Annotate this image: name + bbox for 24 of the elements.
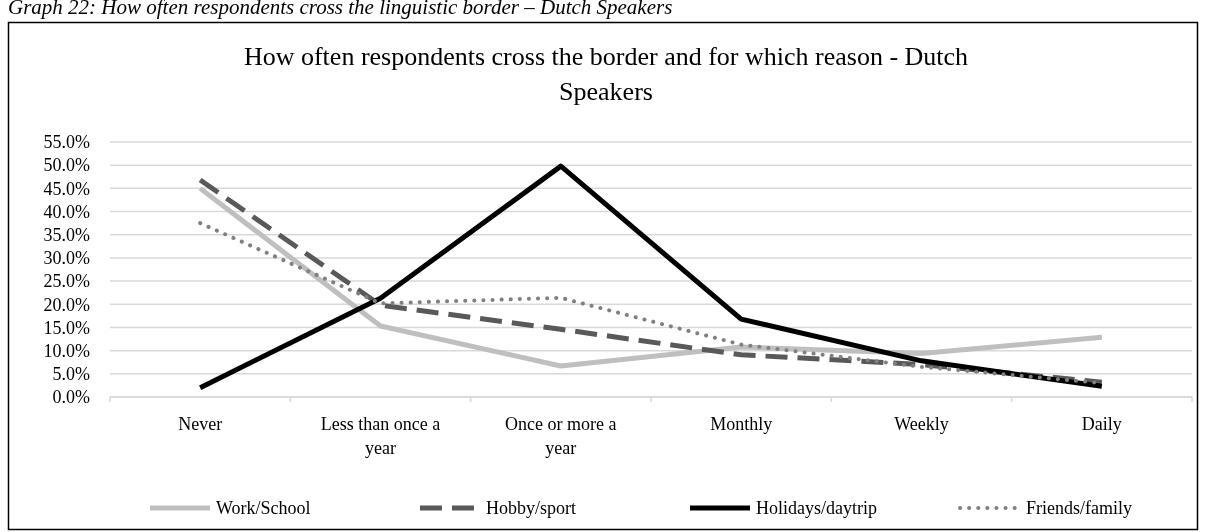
legend-label: Hobby/sport: [486, 498, 576, 519]
x-tick-label: Weekly: [894, 414, 949, 434]
y-tick-label: 20.0%: [43, 294, 90, 315]
y-tick-label: 5.0%: [52, 364, 90, 385]
y-tick-label: 45.0%: [43, 178, 90, 199]
y-tick-label: 35.0%: [43, 225, 90, 246]
y-tick-label: 25.0%: [43, 271, 90, 292]
x-tick-label: Monthly: [710, 414, 773, 434]
caption: Graph 22: How often respondents cross the linguistic border – Dutch Speakers: [8, 0, 673, 19]
y-tick-label: 40.0%: [43, 201, 90, 222]
y-tick-label: 15.0%: [43, 317, 90, 338]
x-tick-label: Daily: [1081, 414, 1122, 434]
x-tick-label: Once or more a year: [505, 414, 617, 458]
y-tick-label: 10.0%: [43, 340, 90, 361]
y-tick-label: 55.0%: [43, 132, 90, 153]
y-tick-label: 0.0%: [52, 387, 90, 408]
x-tick-label: Less than once a year: [320, 414, 441, 458]
y-tick-label: 50.0%: [43, 155, 90, 176]
x-tick-label: Never: [178, 414, 223, 434]
y-tick-label: 30.0%: [43, 248, 90, 269]
legend-label: Holidays/daytrip: [756, 498, 877, 519]
chart-title: How often respondents cross the border and for which reason - Dutch Speakers: [243, 42, 969, 106]
legend-label: Work/School: [216, 498, 311, 519]
legend-label: Friends/family: [1026, 498, 1132, 519]
